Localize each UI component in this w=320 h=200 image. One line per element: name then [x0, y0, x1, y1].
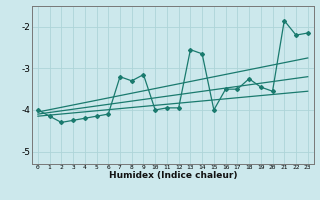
X-axis label: Humidex (Indice chaleur): Humidex (Indice chaleur)	[108, 171, 237, 180]
